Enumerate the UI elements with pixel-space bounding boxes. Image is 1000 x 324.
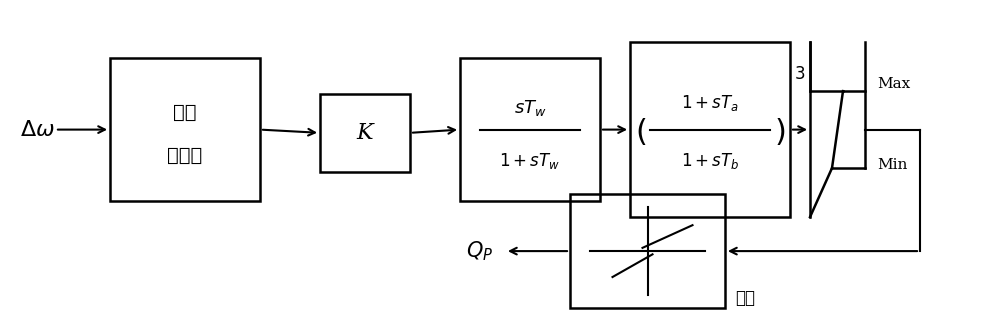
Text: $sT_{w}$: $sT_{w}$ [514,98,546,118]
Text: $)$: $)$ [774,116,785,147]
Text: $\Delta\omega$: $\Delta\omega$ [20,120,55,140]
Text: 滤波器: 滤波器 [167,146,203,165]
Text: $1+sT_{w}$: $1+sT_{w}$ [499,151,561,171]
Text: $($: $($ [635,116,646,147]
Text: 带通: 带通 [173,103,197,122]
Bar [110,58,260,201]
Text: 死区: 死区 [735,289,755,307]
Bar [630,42,790,217]
Bar [320,94,410,172]
Text: $Q_{P}$: $Q_{P}$ [466,239,494,263]
Text: $3$: $3$ [794,64,805,83]
Bar [570,194,725,308]
Text: $1+sT_{b}$: $1+sT_{b}$ [681,151,739,171]
Text: K: K [357,122,373,144]
Text: Max: Max [877,77,910,91]
Text: Min: Min [877,157,907,172]
Bar [460,58,600,201]
Text: $1+sT_{a}$: $1+sT_{a}$ [681,93,739,113]
